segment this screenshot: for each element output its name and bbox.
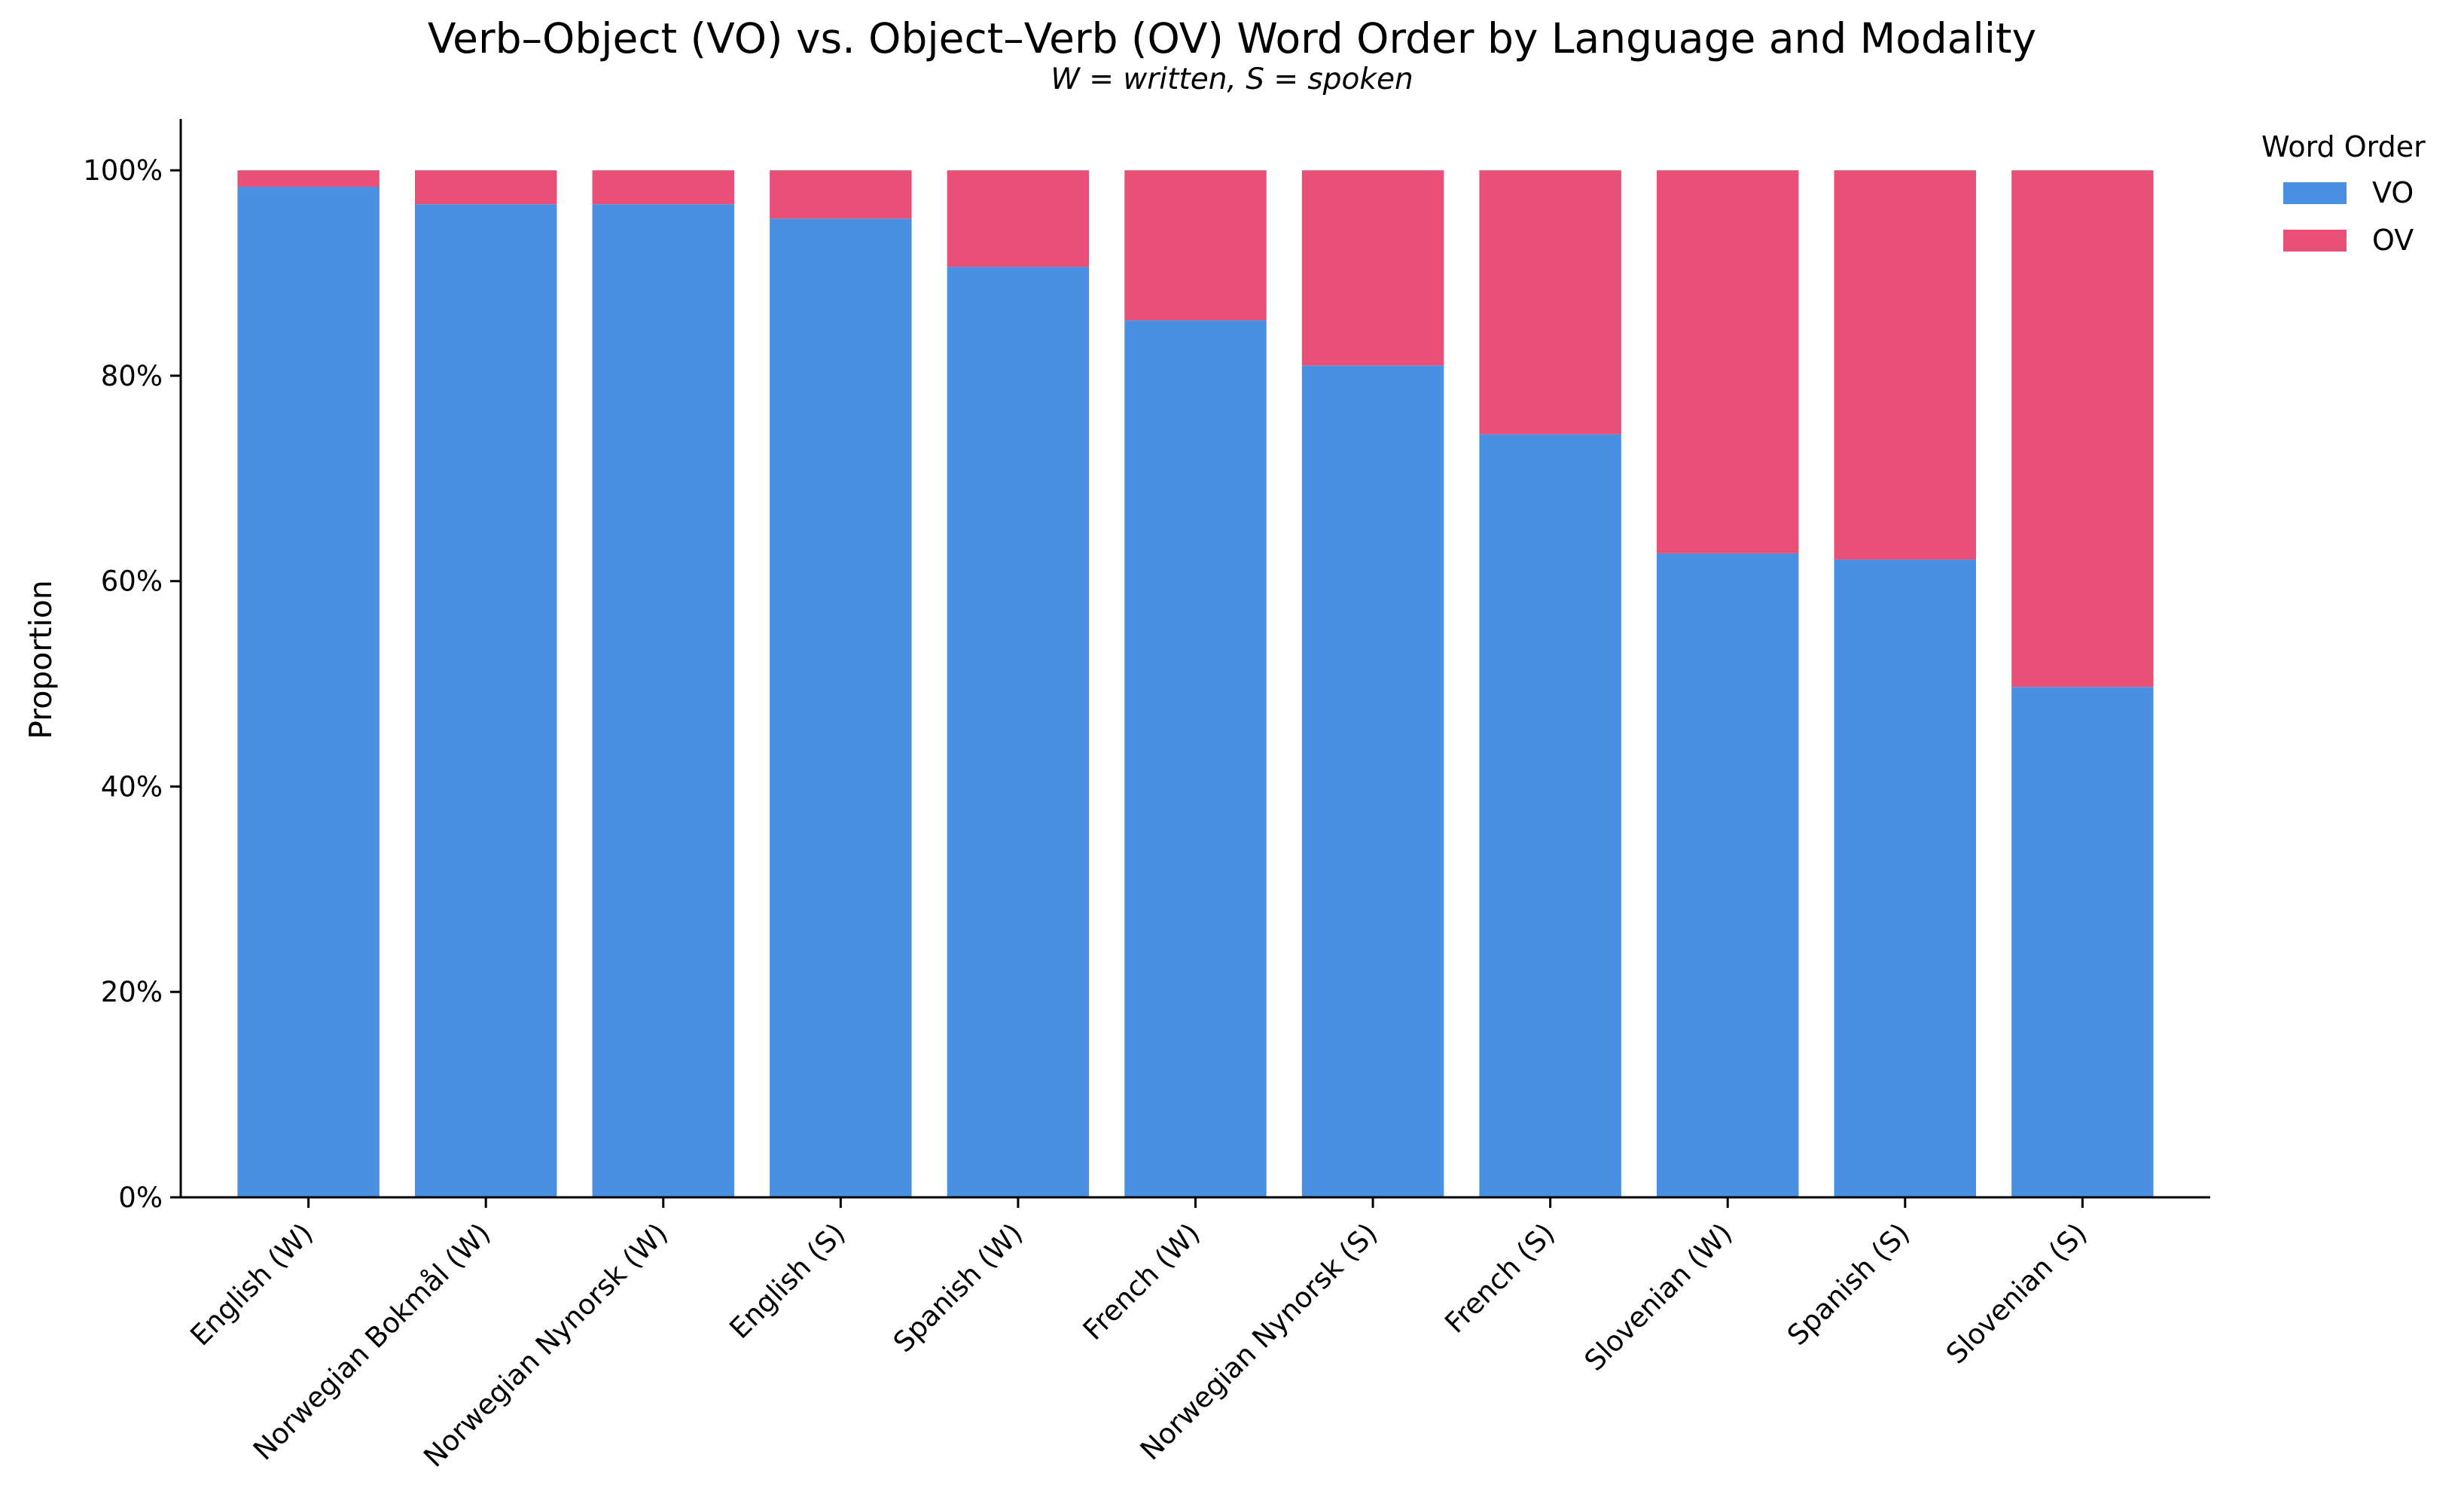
legend-swatch-ov xyxy=(2283,230,2347,252)
bars-group xyxy=(237,170,2154,1198)
legend-title: Word Order xyxy=(2261,130,2426,163)
legend-label-vo: VO xyxy=(2372,176,2414,209)
x-tick-label: French (W) xyxy=(1077,1217,1206,1346)
x-axis-ticks: English (W)Norwegian Bokmål (W)Norwegian… xyxy=(184,1197,2093,1474)
y-tick-label: 100% xyxy=(83,154,163,187)
bar-vo-4 xyxy=(947,267,1090,1197)
y-axis-title: Proportion xyxy=(23,580,59,739)
bar-ov-10 xyxy=(2011,170,2154,688)
chart-title: Verb–Object (VO) vs. Object–Verb (OV) Wo… xyxy=(428,14,2036,63)
x-tick-label: Spanish (W) xyxy=(887,1217,1029,1358)
x-tick-label: Slovenian (W) xyxy=(1578,1217,1739,1377)
legend: Word Order VO OV xyxy=(2261,130,2426,257)
bar-ov-7 xyxy=(1479,170,1621,434)
x-tick-label: English (S) xyxy=(723,1217,851,1345)
y-tick-label: 80% xyxy=(101,360,163,392)
bar-ov-2 xyxy=(592,170,734,205)
y-tick-label: 40% xyxy=(101,770,163,803)
bar-vo-5 xyxy=(1124,320,1267,1197)
x-tick-label: French (S) xyxy=(1438,1217,1561,1340)
y-tick-label: 20% xyxy=(101,976,163,1008)
bar-ov-0 xyxy=(237,170,380,188)
bar-ov-4 xyxy=(947,170,1090,267)
y-axis-ticks: 0% 20% 40% 60% 80% 100% xyxy=(83,154,181,1214)
legend-label-ov: OV xyxy=(2372,224,2414,257)
bar-ov-3 xyxy=(770,170,912,219)
bar-vo-10 xyxy=(2011,687,2154,1197)
bar-ov-1 xyxy=(414,170,557,205)
bar-ov-6 xyxy=(1301,170,1444,366)
bar-vo-2 xyxy=(592,204,734,1198)
legend-swatch-vo xyxy=(2283,182,2347,204)
bar-vo-8 xyxy=(1657,553,1799,1197)
bar-vo-0 xyxy=(237,187,380,1197)
bar-ov-5 xyxy=(1124,170,1267,321)
x-tick-label: Spanish (S) xyxy=(1781,1217,1916,1352)
bar-ov-9 xyxy=(1834,170,1977,560)
x-tick-label: Slovenian (S) xyxy=(1940,1217,2093,1371)
bar-vo-3 xyxy=(770,218,912,1197)
y-tick-label: 0% xyxy=(118,1182,163,1214)
bar-vo-6 xyxy=(1301,365,1444,1197)
y-tick-label: 60% xyxy=(101,566,163,598)
bar-vo-9 xyxy=(1834,560,1977,1197)
bar-ov-8 xyxy=(1657,170,1799,553)
bar-vo-7 xyxy=(1479,434,1621,1197)
legend-items: VO OV xyxy=(2283,176,2414,257)
x-tick-label: English (W) xyxy=(184,1217,319,1352)
chart-subtitle: W = written, S = spoken xyxy=(1051,63,1413,96)
bar-vo-1 xyxy=(414,204,557,1198)
